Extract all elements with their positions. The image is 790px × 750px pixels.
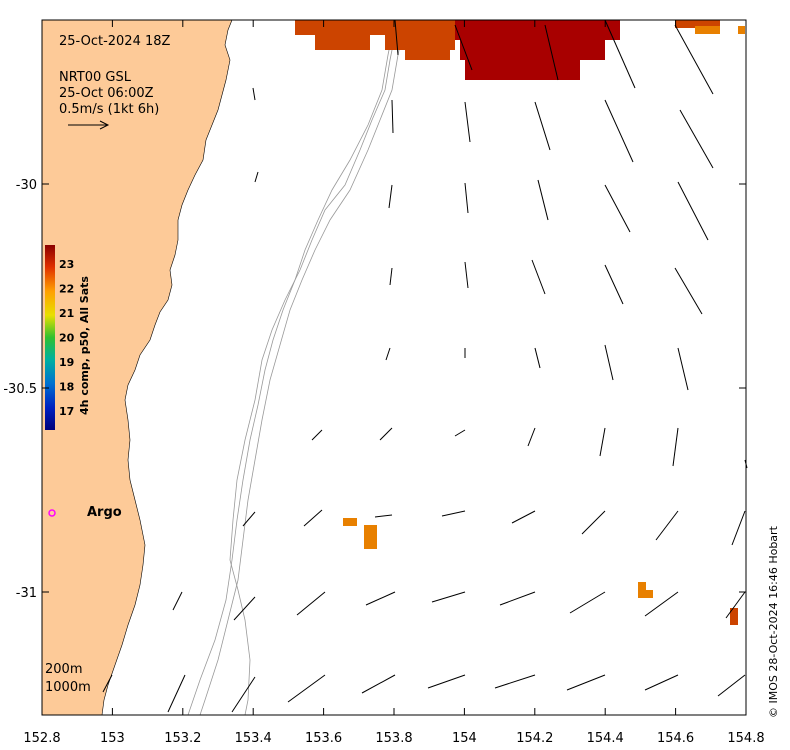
x-tick-label: 153 [100,731,125,746]
colorbar-tick-label: 18 [59,381,74,394]
coastline-land [41,19,233,716]
argo-label: Argo [87,505,122,520]
colorbar-tick-label: 17 [59,405,74,418]
x-tick-label: 154.6 [657,731,694,746]
current-vectors [102,19,748,713]
colorbar-title: 4h comp, p50, All Sats [78,276,91,415]
y-tick-label: -30 [16,178,37,193]
date-label: 25-Oct-2024 18Z [59,34,171,49]
x-tick-label: 153.2 [164,731,201,746]
isobath-1000m [199,19,406,716]
x-axis-ticks: 152.8 153 153.2 153.4 153.6 153.8 154 154.2 154.… [23,20,765,746]
scale-arrow-label: 0.5m/s (1kt 6h) [59,102,160,117]
isobath-label-1000m: 1000m [45,680,91,695]
isobath-200m [229,19,399,716]
current-product: NRT00 GSL [59,70,131,85]
colorbar-tick-labels: 23 22 21 20 19 18 17 [59,258,75,418]
credit-text: © IMOS 28-Oct-2024 16:46 Hobart [767,526,780,718]
y-axis-ticks: -30 -30.5 -31 [3,178,746,601]
current-time: 25-Oct 06:00Z [59,86,154,101]
x-tick-label: 152.8 [23,731,60,746]
x-tick-label: 154 [452,731,477,746]
argo-marker [48,509,56,517]
y-tick-label: -30.5 [3,382,37,397]
x-tick-label: 154.8 [727,731,764,746]
colorbar-tick-label: 20 [59,332,75,345]
colorbar-tick-label: 19 [59,356,74,369]
colorbar-tick-label: 22 [59,283,74,296]
x-tick-label: 153.8 [375,731,412,746]
x-tick-label: 154.4 [587,731,624,746]
isobath-label-200m: 200m [45,662,83,677]
x-tick-label: 153.4 [235,731,272,746]
y-tick-label: -31 [16,586,37,601]
x-tick-label: 154.2 [516,731,553,746]
scale-arrow-head [99,120,110,130]
colorbar [45,245,55,430]
colorbar-tick-label: 21 [59,307,74,320]
isobath-1000m-inner [187,19,396,716]
sst-pixels [295,20,745,625]
colorbar-tick-label: 23 [59,258,74,271]
x-tick-label: 153.6 [305,731,342,746]
